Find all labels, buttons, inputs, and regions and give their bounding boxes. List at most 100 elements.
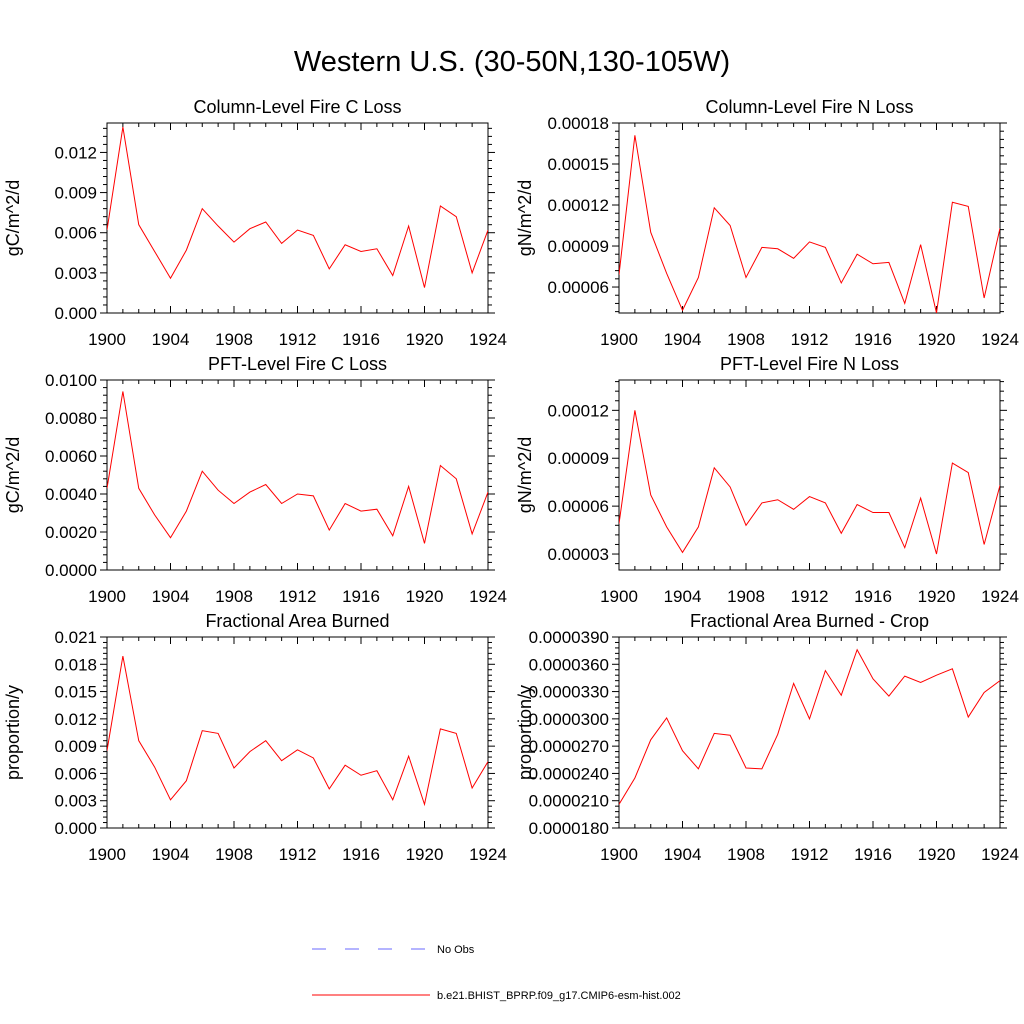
series-line xyxy=(107,656,488,807)
x-tick-label: 1916 xyxy=(342,845,380,864)
y-axis-label: gN/m^2/d xyxy=(515,180,535,256)
y-tick-label: 0.0080 xyxy=(45,409,97,428)
y-tick-label: 0.012 xyxy=(54,710,97,729)
x-tick-label: 1916 xyxy=(854,587,892,606)
x-tick-label: 1916 xyxy=(342,587,380,606)
y-tick-label: 0.021 xyxy=(54,628,97,647)
y-tick-label: 0.00012 xyxy=(548,401,609,420)
plot-frame xyxy=(106,636,489,829)
y-tick-label: 0.0000300 xyxy=(529,710,609,729)
x-tick-label: 1908 xyxy=(215,330,253,349)
y-tick-label: 0.0000 xyxy=(45,561,97,580)
x-tick-label: 1920 xyxy=(918,587,956,606)
panel-2: 1900 1904 1908 1912 1916 1920 1924 0.00006 0.000… xyxy=(515,97,1019,349)
y-tick-label: 0.00012 xyxy=(548,196,609,215)
y-tick-label: 0.0000210 xyxy=(529,792,609,811)
y-tick-label: 0.00009 xyxy=(548,237,609,256)
x-tick-label: 1908 xyxy=(727,845,765,864)
x-tick-label: 1924 xyxy=(469,845,507,864)
y-axis-label: gC/m^2/d xyxy=(3,180,23,256)
panel-3: 1900 1904 1908 1912 1916 1920 1924 0.0000 0.0020… xyxy=(3,354,507,606)
figure-title: Western U.S. (30-50N,130-105W) xyxy=(293,46,731,78)
y-tick-label: 0.00006 xyxy=(548,278,609,297)
x-tick-label: 1916 xyxy=(854,845,892,864)
y-axis-label: gC/m^2/d xyxy=(3,437,23,513)
panel-title: PFT-Level Fire N Loss xyxy=(720,354,899,374)
series-line xyxy=(619,648,1000,805)
x-tick-label: 1920 xyxy=(406,587,444,606)
y-tick-label: 0.009 xyxy=(54,184,97,203)
x-tick-label: 1912 xyxy=(791,330,829,349)
plot-frame xyxy=(106,379,489,571)
y-tick-label: 0.0000360 xyxy=(529,655,609,674)
x-tick-label: 1900 xyxy=(600,845,638,864)
y-tick-label: 0.000 xyxy=(54,819,97,838)
x-tick-label: 1924 xyxy=(981,330,1019,349)
y-tick-label: 0.0000240 xyxy=(529,764,609,783)
x-tick-label: 1900 xyxy=(600,330,638,349)
panel-1: 1900 1904 1908 1912 1916 1920 1924 0.000 0.003 0.… xyxy=(3,97,507,349)
x-tick-label: 1920 xyxy=(406,330,444,349)
y-tick-label: 0.0040 xyxy=(45,485,97,504)
y-tick-label: 0.00015 xyxy=(548,155,609,174)
y-tick-label: 0.003 xyxy=(54,264,97,283)
y-axis-label: proportion/y xyxy=(3,685,23,780)
y-tick-label: 0.0060 xyxy=(45,447,97,466)
chart-panels: 1900 1904 1908 1912 1916 1920 1924 0.000 0.003 0.… xyxy=(3,97,1019,864)
x-tick-label: 1904 xyxy=(664,587,702,606)
x-tick-label: 1920 xyxy=(918,330,956,349)
legend-label: b.e21.BHIST_BPRP.f09_g17.CMIP6-esm-hist.… xyxy=(437,990,681,1002)
y-tick-label: 0.012 xyxy=(54,143,97,162)
panel-title: Column-Level Fire C Loss xyxy=(193,97,401,117)
y-tick-label: 0.009 xyxy=(54,737,97,756)
y-tick-label: 0.015 xyxy=(54,683,97,702)
series-line xyxy=(619,410,1000,555)
y-tick-label: 0.0020 xyxy=(45,523,97,542)
x-tick-label: 1908 xyxy=(215,845,253,864)
y-tick-label: 0.006 xyxy=(54,764,97,783)
panel-title: PFT-Level Fire C Loss xyxy=(208,354,387,374)
x-tick-label: 1912 xyxy=(791,845,829,864)
series-line xyxy=(619,135,1000,313)
y-tick-label: 0.00003 xyxy=(548,545,609,564)
x-tick-label: 1904 xyxy=(664,330,702,349)
x-tick-label: 1900 xyxy=(88,587,126,606)
y-axis-label: gN/m^2/d xyxy=(515,437,535,513)
series-line xyxy=(107,391,488,544)
x-tick-label: 1924 xyxy=(981,587,1019,606)
panel-title: Column-Level Fire N Loss xyxy=(705,97,913,117)
x-tick-label: 1912 xyxy=(279,330,317,349)
y-tick-label: 0.00018 xyxy=(548,114,609,133)
panel-4: 1900 1904 1908 1912 1916 1920 1924 0.00003 0.000… xyxy=(515,354,1019,606)
x-tick-label: 1912 xyxy=(279,845,317,864)
panel-6: 1900 1904 1908 1912 1916 1920 1924 0.0000180 0.0… xyxy=(515,611,1019,864)
x-tick-label: 1904 xyxy=(152,845,190,864)
panel-title: Fractional Area Burned xyxy=(205,611,389,631)
x-tick-label: 1908 xyxy=(215,587,253,606)
legend-label: No Obs xyxy=(437,944,475,956)
x-tick-label: 1916 xyxy=(854,330,892,349)
x-tick-label: 1908 xyxy=(727,587,765,606)
y-tick-label: 0.003 xyxy=(54,792,97,811)
x-tick-label: 1924 xyxy=(981,845,1019,864)
x-tick-label: 1924 xyxy=(469,330,507,349)
x-tick-label: 1920 xyxy=(406,845,444,864)
panel-title: Fractional Area Burned - Crop xyxy=(690,611,929,631)
y-tick-label: 0.00009 xyxy=(548,449,609,468)
x-tick-label: 1900 xyxy=(88,845,126,864)
y-tick-label: 0.0000390 xyxy=(529,628,609,647)
y-tick-label: 0.00006 xyxy=(548,497,609,516)
plot-frame xyxy=(106,122,489,314)
plot-frame xyxy=(618,636,1001,829)
x-tick-label: 1900 xyxy=(600,587,638,606)
y-tick-label: 0.006 xyxy=(54,224,97,243)
y-tick-label: 0.0000180 xyxy=(529,819,609,838)
x-tick-label: 1916 xyxy=(342,330,380,349)
x-tick-label: 1904 xyxy=(664,845,702,864)
y-tick-label: 0.000 xyxy=(54,304,97,323)
y-tick-label: 0.0100 xyxy=(45,371,97,390)
x-tick-label: 1904 xyxy=(152,587,190,606)
y-tick-label: 0.018 xyxy=(54,655,97,674)
x-tick-label: 1900 xyxy=(88,330,126,349)
